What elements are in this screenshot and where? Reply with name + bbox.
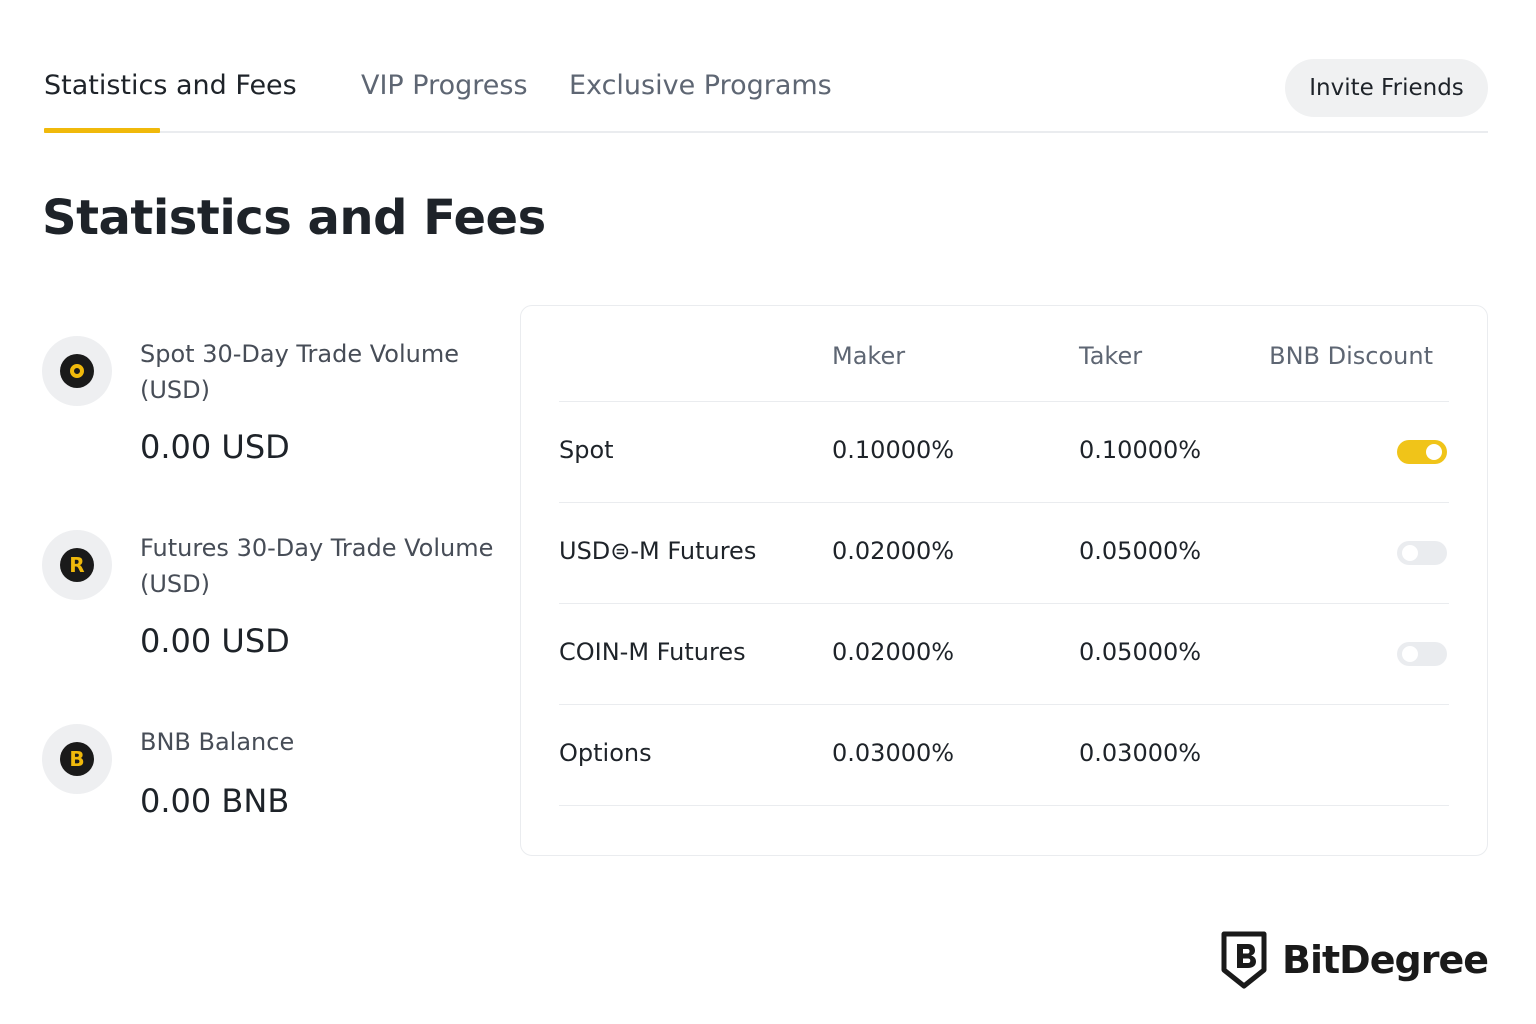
fee-table-header: Maker Taker BNB Discount: [559, 306, 1449, 402]
row-name: Options: [559, 739, 652, 767]
taker-rate: 0.03000%: [1079, 739, 1202, 767]
tab-label: Exclusive Programs: [569, 70, 832, 101]
maker-rate: 0.02000%: [832, 638, 955, 666]
row-name: USD⊜-M Futures: [559, 537, 757, 565]
toggle-knob: [1426, 444, 1442, 460]
futures-coin-icon: R: [42, 530, 112, 600]
header-maker: Maker: [832, 342, 906, 370]
taker-rate: 0.10000%: [1079, 436, 1202, 464]
table-row: Options 0.03000% 0.03000%: [559, 705, 1449, 806]
bnb-discount-toggle[interactable]: [1397, 440, 1447, 464]
bitdegree-logo: BitDegree: [1220, 930, 1489, 990]
taker-rate: 0.05000%: [1079, 638, 1202, 666]
toggle-knob: [1402, 545, 1418, 561]
taker-rate: 0.05000%: [1079, 537, 1202, 565]
stat-label: BNB Balance: [140, 728, 295, 756]
spot-coin-icon: [42, 336, 112, 406]
toggle-knob: [1402, 646, 1418, 662]
brand-name: BitDegree: [1282, 938, 1489, 982]
tab-label: Statistics and Fees: [44, 70, 297, 101]
tab-exclusive-programs[interactable]: Exclusive Programs: [569, 70, 832, 101]
header-taker: Taker: [1079, 342, 1143, 370]
row-name: Spot: [559, 436, 614, 464]
maker-rate: 0.03000%: [832, 739, 955, 767]
tab-bar: Statistics and Fees VIP Progress Exclusi…: [44, 58, 1488, 133]
stat-value: 0.00 USD: [140, 428, 290, 466]
page-title: Statistics and Fees: [42, 190, 546, 246]
table-row: USD⊜-M Futures 0.02000% 0.05000%: [559, 503, 1449, 604]
bitdegree-logo-icon: [1221, 931, 1267, 989]
tab-statistics-and-fees[interactable]: Statistics and Fees: [44, 70, 297, 101]
tab-vip-progress[interactable]: VIP Progress: [361, 70, 528, 101]
bnb-discount-toggle[interactable]: [1397, 541, 1447, 565]
stat-label: Spot 30-Day Trade Volume (USD): [140, 340, 460, 404]
bnb-discount-toggle[interactable]: [1397, 642, 1447, 666]
coin-letter: R: [60, 548, 94, 582]
header-bnb-discount: BNB Discount: [1269, 342, 1433, 370]
maker-rate: 0.02000%: [832, 537, 955, 565]
fee-table: Maker Taker BNB Discount Spot 0.10000% 0…: [520, 305, 1488, 856]
row-name: COIN-M Futures: [559, 638, 746, 666]
maker-rate: 0.10000%: [832, 436, 955, 464]
active-tab-indicator: [44, 128, 160, 133]
coin-letter: B: [60, 742, 94, 776]
table-row: COIN-M Futures 0.02000% 0.05000%: [559, 604, 1449, 705]
tab-label: VIP Progress: [361, 70, 528, 101]
stat-value: 0.00 USD: [140, 622, 290, 660]
invite-friends-button[interactable]: Invite Friends: [1285, 59, 1488, 117]
table-row: Spot 0.10000% 0.10000%: [559, 402, 1449, 503]
stat-label: Futures 30-Day Trade Volume (USD): [140, 534, 494, 598]
bnb-coin-icon: B: [42, 724, 112, 794]
stat-value: 0.00 BNB: [140, 782, 290, 820]
